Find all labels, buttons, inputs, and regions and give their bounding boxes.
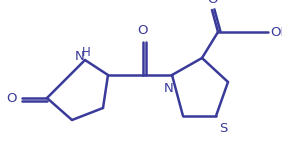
Text: H: H xyxy=(81,46,90,59)
Text: N: N xyxy=(164,82,174,95)
Text: O: O xyxy=(6,91,17,104)
Text: OH: OH xyxy=(270,25,282,38)
Text: N: N xyxy=(75,49,85,62)
Text: O: O xyxy=(207,0,217,6)
Text: S: S xyxy=(219,122,227,135)
Text: O: O xyxy=(138,24,148,37)
